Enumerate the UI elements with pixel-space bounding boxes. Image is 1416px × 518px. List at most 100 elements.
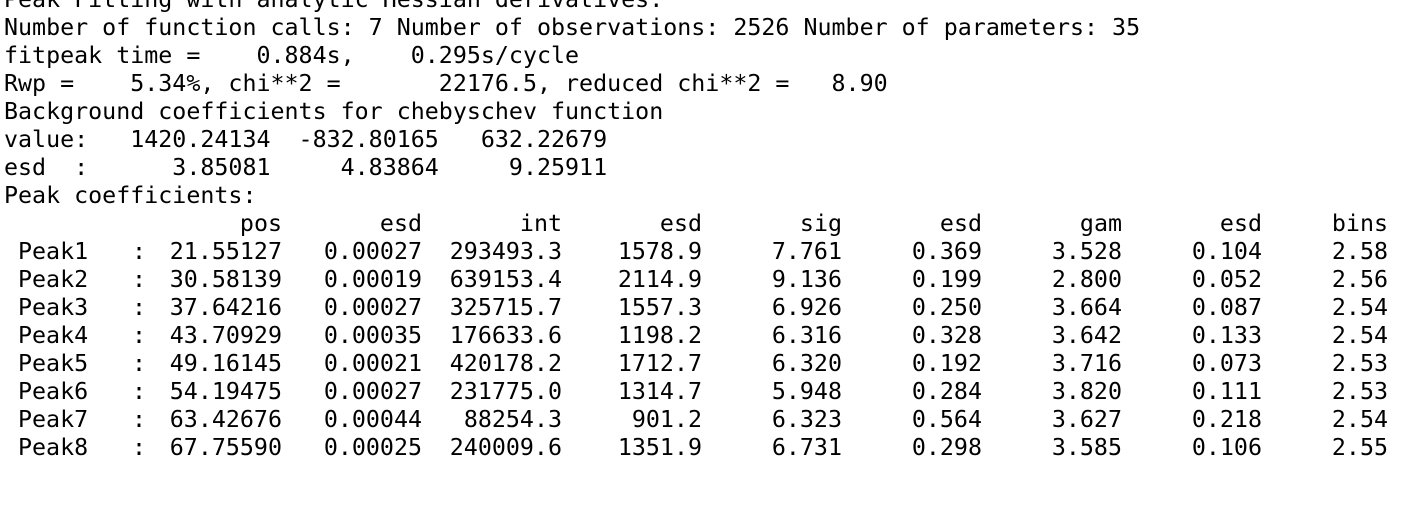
cell-sig: 6.316: [771, 322, 842, 349]
cell-sig-esd: 0.298: [911, 434, 982, 461]
peak-name: Peak5: [18, 350, 89, 377]
cell-int-esd: 901.2: [631, 406, 702, 433]
cell-int-esd: 1712.7: [617, 350, 702, 377]
column-header-int: int: [519, 210, 562, 237]
peak-name: Peak8: [18, 434, 89, 461]
cell-bins: 2.53: [1331, 378, 1388, 405]
cell-sig: 6.323: [771, 406, 842, 433]
table-row: Peak8:67.75590 0.00025 240009.6 1351.9 6.731…: [4, 434, 1414, 462]
column-header-pos-esd: esd: [379, 210, 422, 237]
cell-gam: 2.800: [1051, 266, 1122, 293]
background-values-line: value: 1420.24134 -832.80165 632.22679: [4, 126, 608, 153]
cell-pos-esd: 0.00035: [323, 322, 422, 349]
row-separator: :: [132, 294, 147, 321]
cell-int: 325715.7: [449, 294, 562, 321]
peak-table-header: pos esd int esd sig esd gam esd bins: [4, 210, 1414, 238]
cell-sig: 6.731: [771, 434, 842, 461]
cell-sig-esd: 0.328: [911, 322, 982, 349]
cell-gam: 3.716: [1051, 350, 1122, 377]
cell-sig: 5.948: [771, 378, 842, 405]
cell-pos: 43.70929: [169, 322, 282, 349]
cell-pos: 49.16145: [169, 350, 282, 377]
cell-sig-esd: 0.284: [911, 378, 982, 405]
background-esd-line: esd : 3.85081 4.83864 9.25911: [4, 154, 608, 181]
cell-pos-esd: 0.00044: [323, 406, 422, 433]
cell-bins: 2.54: [1331, 294, 1388, 321]
peak-name: Peak1: [18, 238, 89, 265]
row-separator: :: [132, 434, 147, 461]
cell-int: 420178.2: [449, 350, 562, 377]
column-header-gam: gam: [1079, 210, 1122, 237]
cell-pos: 67.75590: [169, 434, 282, 461]
cell-pos: 30.58139: [169, 266, 282, 293]
table-row: Peak1:21.55127 0.00027 293493.3 1578.9 7.761…: [4, 238, 1414, 266]
cell-int-esd: 1351.9: [617, 434, 702, 461]
cell-sig: 6.320: [771, 350, 842, 377]
cell-gam: 3.528: [1051, 238, 1122, 265]
cell-int: 88254.3: [463, 406, 562, 433]
column-header-gam-esd: esd: [1219, 210, 1262, 237]
cell-bins: 2.53: [1331, 350, 1388, 377]
cell-pos-esd: 0.00021: [323, 350, 422, 377]
cell-pos-esd: 0.00027: [323, 294, 422, 321]
peak-coefficients-heading: Peak coefficients:: [4, 182, 257, 209]
peak-table-body: Peak1:21.55127 0.00027 293493.3 1578.9 7.761…: [4, 238, 1414, 462]
fit-time-line: fitpeak time = 0.884s, 0.295s/cycle: [4, 42, 580, 69]
cell-int: 231775.0: [449, 378, 562, 405]
column-header-pos: pos: [239, 210, 282, 237]
table-row: Peak6:54.19475 0.00027 231775.0 1314.7 5.948…: [4, 378, 1414, 406]
cell-int-esd: 1314.7: [617, 378, 702, 405]
row-separator: :: [132, 378, 147, 405]
cell-pos-esd: 0.00027: [323, 238, 422, 265]
cell-int-esd: 1198.2: [617, 322, 702, 349]
fit-method-line: Peak Fitting with analytic Hessian deriv…: [4, 0, 1414, 14]
table-row: Peak7:63.42676 0.00044 88254.3 901.2 6.323 0.…: [4, 406, 1414, 434]
cell-pos-esd: 0.00027: [323, 378, 422, 405]
cell-int-esd: 1557.3: [617, 294, 702, 321]
fit-stats-line: Number of function calls: 7 Number of ob…: [4, 14, 1141, 41]
cell-sig-esd: 0.564: [911, 406, 982, 433]
cell-sig: 9.136: [771, 266, 842, 293]
terminal-output[interactable]: Peak Fitting with analytic Hessian deriv…: [4, 0, 1414, 462]
cell-bins: 2.54: [1331, 406, 1388, 433]
cell-gam-esd: 0.218: [1191, 406, 1262, 433]
cell-bins: 2.56: [1331, 266, 1388, 293]
cell-gam-esd: 0.111: [1191, 378, 1262, 405]
column-header-int-esd: esd: [659, 210, 702, 237]
table-row: Peak4:43.70929 0.00035 176633.6 1198.2 6.316…: [4, 322, 1414, 350]
peak-name: Peak4: [18, 322, 89, 349]
cell-pos-esd: 0.00019: [323, 266, 422, 293]
cell-gam-esd: 0.104: [1191, 238, 1262, 265]
cell-gam: 3.820: [1051, 378, 1122, 405]
column-header-sig: sig: [799, 210, 842, 237]
cell-gam: 3.585: [1051, 434, 1122, 461]
cell-int-esd: 2114.9: [617, 266, 702, 293]
table-row: Peak2:30.58139 0.00019 639153.4 2114.9 9.136…: [4, 266, 1414, 294]
table-row: Peak3:37.64216 0.00027 325715.7 1557.3 6.926…: [4, 294, 1414, 322]
cell-gam-esd: 0.106: [1191, 434, 1262, 461]
table-row: Peak5:49.16145 0.00021 420178.2 1712.7 6.320…: [4, 350, 1414, 378]
cell-sig-esd: 0.199: [911, 266, 982, 293]
cell-bins: 2.55: [1331, 434, 1388, 461]
row-separator: :: [132, 238, 147, 265]
cell-sig-esd: 0.369: [911, 238, 982, 265]
row-separator: :: [132, 406, 147, 433]
cell-pos: 54.19475: [169, 378, 282, 405]
cell-int: 176633.6: [449, 322, 562, 349]
cell-gam-esd: 0.052: [1191, 266, 1262, 293]
cell-int-esd: 1578.9: [617, 238, 702, 265]
column-header-sig-esd: esd: [939, 210, 982, 237]
row-separator: :: [132, 350, 147, 377]
cell-sig-esd: 0.192: [911, 350, 982, 377]
cell-int: 240009.6: [449, 434, 562, 461]
cell-sig: 6.926: [771, 294, 842, 321]
cell-bins: 2.58: [1331, 238, 1388, 265]
background-heading: Background coefficients for chebyschev f…: [4, 98, 664, 125]
cell-gam-esd: 0.073: [1191, 350, 1262, 377]
cell-pos-esd: 0.00025: [323, 434, 422, 461]
peak-name: Peak3: [18, 294, 89, 321]
cell-pos: 37.64216: [169, 294, 282, 321]
cell-gam-esd: 0.087: [1191, 294, 1262, 321]
peak-name: Peak2: [18, 266, 89, 293]
cell-int: 639153.4: [449, 266, 562, 293]
